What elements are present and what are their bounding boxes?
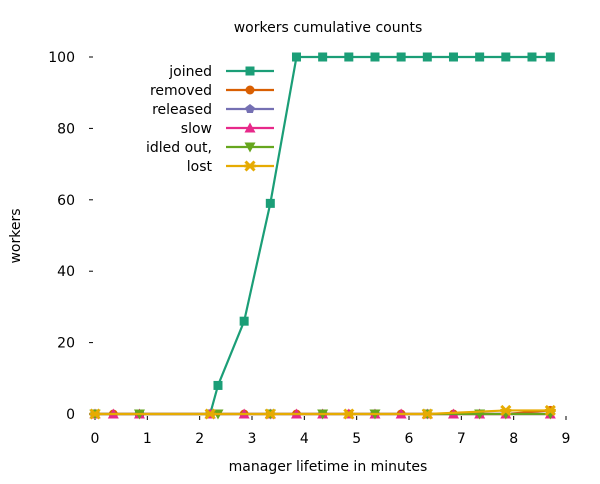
legend-label: idled out, (146, 140, 212, 156)
data-point (265, 198, 275, 208)
legend-label: slow (181, 121, 212, 137)
x-tick-label: 3 (248, 431, 257, 447)
legend-label: released (152, 102, 212, 118)
x-tick-label: 1 (143, 431, 152, 447)
data-point (89, 408, 101, 420)
x-tick-label: 6 (405, 431, 414, 447)
legend-marker (244, 122, 256, 133)
legend-label: joined (168, 64, 212, 80)
y-tick-label: 60 (57, 193, 75, 209)
y-tick-label: 0 (66, 407, 75, 423)
data-point (545, 52, 555, 62)
x-tick-label: 5 (352, 431, 361, 447)
x-tick-label: 2 (195, 431, 204, 447)
x-tick-label: 8 (509, 431, 518, 447)
axes: 0 1 2 3 4 5 6 7 8 9 0 20 40 60 80 100 (48, 50, 570, 447)
data-point (527, 52, 537, 62)
data-point (501, 52, 511, 62)
legend-marker (244, 160, 256, 172)
legend: joined removed released slow idled out, lost (146, 64, 274, 175)
y-axis-label: workers (8, 208, 24, 263)
data-point (291, 52, 301, 62)
data-point (544, 404, 556, 416)
x-axis-label: manager lifetime in minutes (229, 459, 428, 475)
y-tick-label: 80 (57, 121, 75, 137)
data-point (448, 52, 458, 62)
series-layer (89, 52, 556, 420)
legend-label: lost (187, 159, 213, 175)
data-point (475, 52, 485, 62)
y-tick-label: 20 (57, 336, 75, 352)
data-point (318, 52, 328, 62)
data-point (500, 404, 512, 416)
legend-marker (245, 104, 255, 113)
x-tick-label: 0 (91, 431, 100, 447)
x-tick-label: 9 (562, 431, 571, 447)
y-tick-label: 100 (48, 50, 75, 66)
data-point (344, 52, 354, 62)
data-point (422, 52, 432, 62)
data-point (396, 52, 406, 62)
data-point (239, 316, 249, 326)
chart-title: workers cumulative counts (234, 20, 423, 36)
x-tick-label: 4 (300, 431, 309, 447)
legend-marker (244, 142, 256, 153)
y-tick-label: 40 (57, 264, 75, 280)
data-point (213, 380, 223, 390)
x-tick-label: 7 (457, 431, 466, 447)
data-point (370, 52, 380, 62)
legend-marker (245, 66, 255, 76)
data-point (264, 408, 276, 420)
series-5 (89, 404, 556, 420)
data-point (343, 408, 355, 420)
data-point (421, 408, 433, 420)
legend-marker (245, 85, 255, 95)
data-point (204, 408, 216, 420)
legend-label: removed (150, 83, 212, 99)
